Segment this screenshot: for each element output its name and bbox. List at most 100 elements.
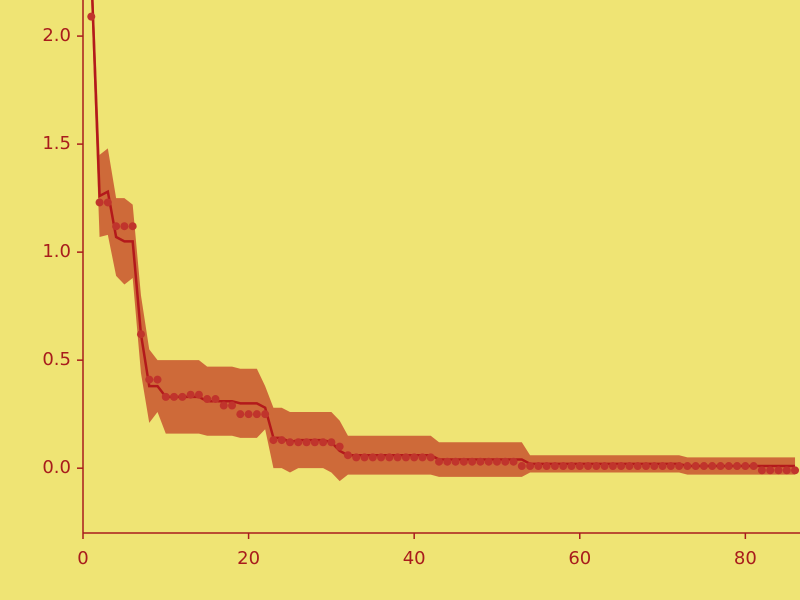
point [194,390,203,399]
point [294,438,303,447]
point [435,457,444,466]
point [459,457,468,466]
point [87,12,96,21]
point [451,457,460,466]
point [236,410,245,419]
point [567,462,576,471]
point [252,410,261,419]
point [145,375,154,384]
point [401,453,410,462]
point [716,462,725,471]
point [261,410,270,419]
point [476,457,485,466]
point [517,462,526,471]
point [757,466,766,475]
point [410,453,419,462]
y-tick-label: 0.5 [42,349,71,370]
point [650,462,659,471]
point [335,442,344,451]
point [617,462,626,471]
point [600,462,609,471]
point [443,457,452,466]
point [501,457,510,466]
point [699,462,708,471]
point [228,401,237,410]
point [203,395,212,404]
x-tick-label: 80 [734,548,757,569]
point [327,438,336,447]
point [120,222,129,231]
point [310,438,319,447]
point [244,410,253,419]
point [170,392,179,401]
point [285,438,294,447]
point [343,451,352,460]
point [526,462,535,471]
point [542,462,551,471]
point [575,462,584,471]
point [492,457,501,466]
point [625,462,634,471]
x-tick-label: 0 [77,548,88,569]
point [791,466,800,475]
point [368,453,377,462]
point [749,462,758,471]
point [385,453,394,462]
point [178,392,187,401]
point [559,462,568,471]
point [319,438,328,447]
point [161,392,170,401]
point [592,462,601,471]
x-tick-label: 40 [403,548,426,569]
point [352,453,361,462]
point [377,453,386,462]
point [550,462,559,471]
point [219,401,228,410]
point [733,462,742,471]
point [211,395,220,404]
point [666,462,675,471]
y-tick-label: 2.0 [42,25,71,46]
point [418,453,427,462]
point [633,462,642,471]
point [153,375,162,384]
point [103,198,112,207]
point [766,466,775,475]
point [691,462,700,471]
point [302,438,311,447]
point [741,462,750,471]
point [724,462,733,471]
point [468,457,477,466]
y-tick-label: 0.0 [42,457,71,478]
x-tick-label: 20 [237,548,260,569]
y-tick-label: 1.5 [42,133,71,154]
point [584,462,593,471]
point [136,330,145,339]
point [393,453,402,462]
point [675,462,684,471]
point [708,462,717,471]
point [534,462,543,471]
point [95,198,104,207]
point [774,466,783,475]
point [683,462,692,471]
point [269,436,278,445]
point [608,462,617,471]
point [509,457,518,466]
y-tick-label: 1.0 [42,241,71,262]
point [360,453,369,462]
point [277,436,286,445]
point [426,453,435,462]
plot-area [87,0,800,482]
point [186,390,195,399]
point [112,222,121,231]
point [642,462,651,471]
point [782,466,791,475]
point [128,222,137,231]
point [484,457,493,466]
point [658,462,667,471]
axes: 0.0 0.5 1.0 1.5 2.0 0 20 40 60 80 [42,0,800,569]
x-tick-label: 60 [568,548,591,569]
